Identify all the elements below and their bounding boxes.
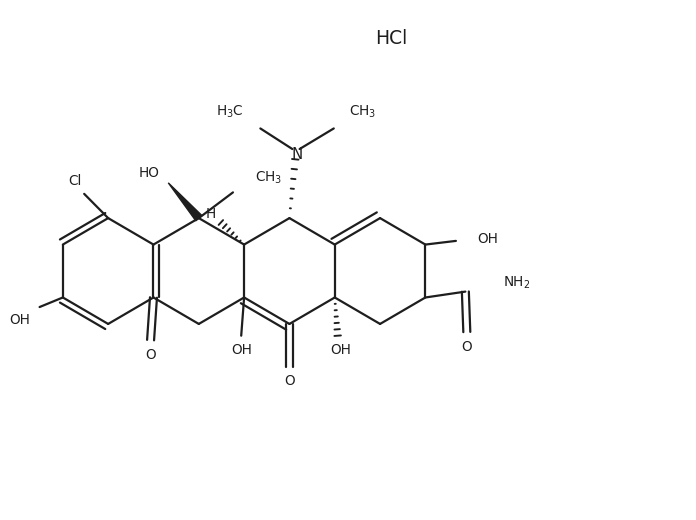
Text: H$_3$C: H$_3$C xyxy=(216,103,244,120)
Text: N: N xyxy=(291,147,302,162)
Text: CH$_3$: CH$_3$ xyxy=(349,103,377,120)
Text: Cl: Cl xyxy=(68,174,81,188)
Text: H: H xyxy=(205,206,216,220)
Text: O: O xyxy=(284,374,294,388)
Text: OH: OH xyxy=(477,232,498,246)
Text: OH: OH xyxy=(330,343,351,357)
Text: OH: OH xyxy=(231,343,252,357)
Text: NH$_2$: NH$_2$ xyxy=(503,275,530,291)
Text: O: O xyxy=(461,340,472,354)
Text: O: O xyxy=(145,348,156,362)
Text: OH: OH xyxy=(9,313,30,327)
Text: HCl: HCl xyxy=(375,29,408,47)
Polygon shape xyxy=(168,183,202,221)
Text: HO: HO xyxy=(139,166,160,180)
Text: CH$_3$: CH$_3$ xyxy=(255,170,282,186)
